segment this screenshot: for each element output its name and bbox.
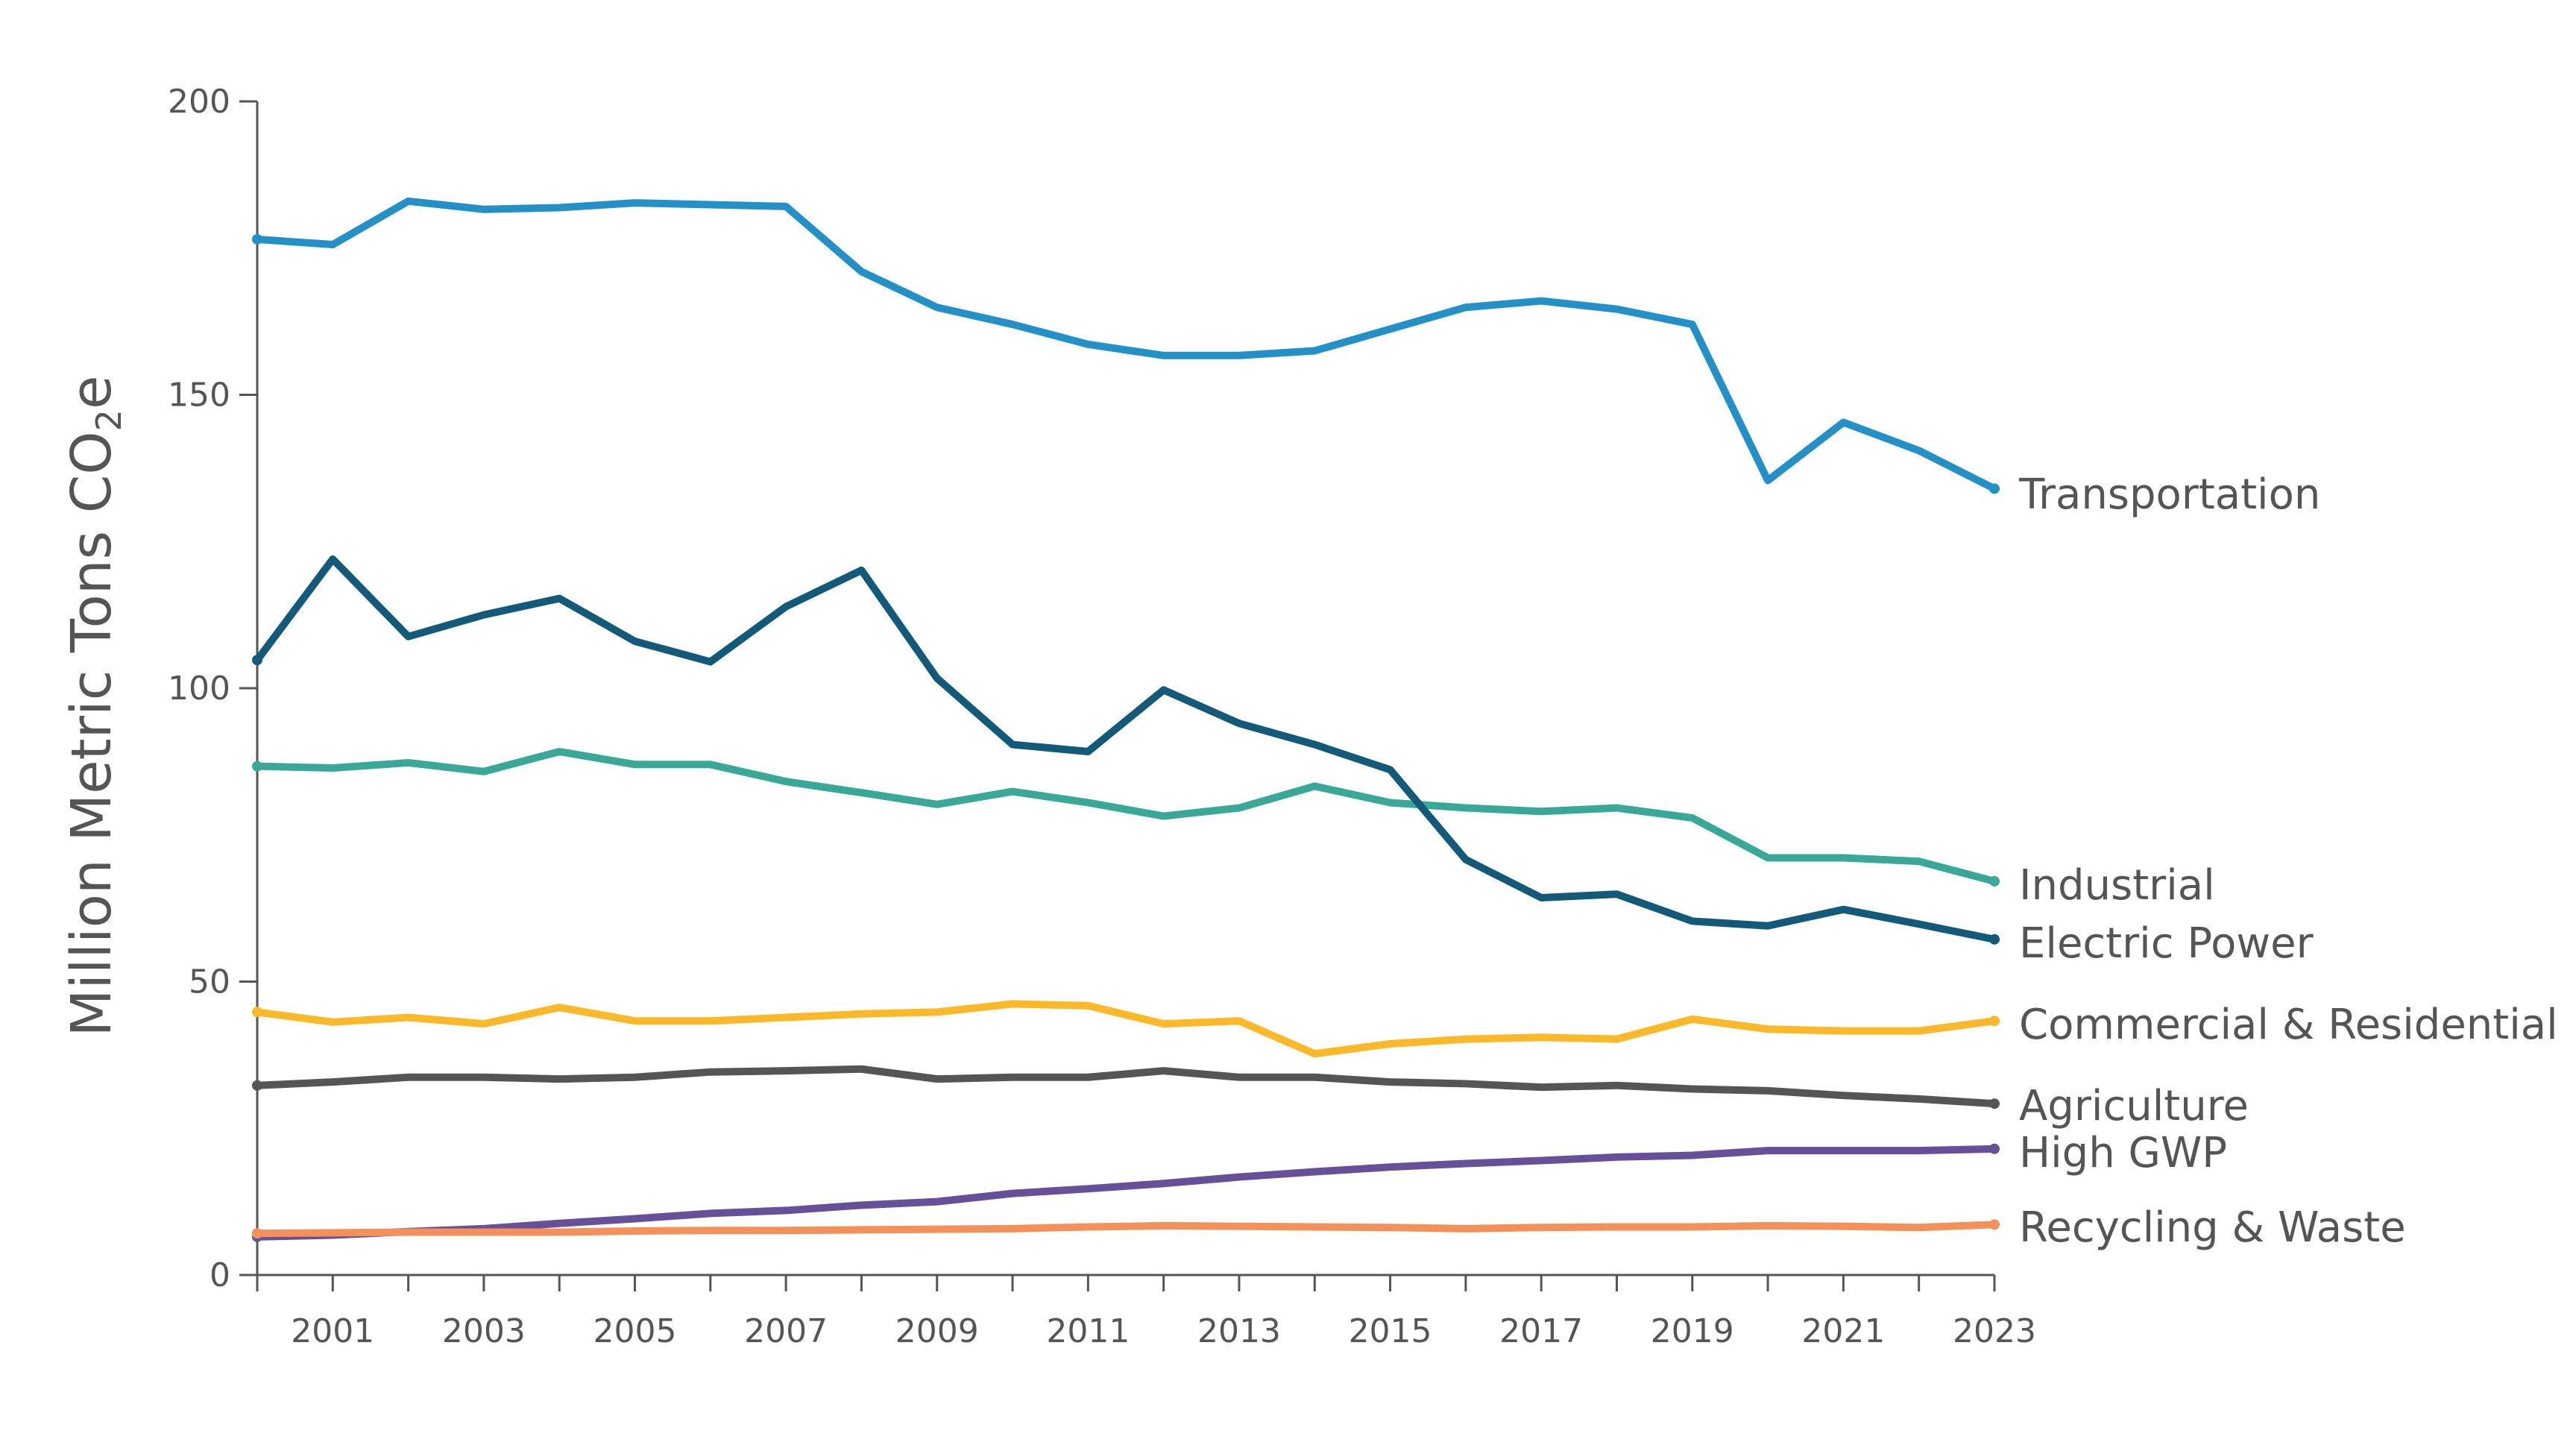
series-line-electric-power bbox=[253, 555, 1998, 943]
x-tick-label: 2019 bbox=[1651, 1312, 1734, 1350]
series-label-transportation: Transportation bbox=[2018, 470, 2320, 519]
series-end-marker-transportation bbox=[1989, 483, 2000, 494]
series-label-commercial-residential: Commercial & Residential bbox=[2019, 1001, 2558, 1049]
series-start-marker-recycling-waste bbox=[252, 1228, 262, 1239]
x-tick-label: 2005 bbox=[593, 1312, 677, 1350]
series-line-commercial-residential bbox=[253, 1000, 1998, 1058]
series-end-marker-commercial-residential bbox=[1989, 1016, 2000, 1027]
series-label-recycling-waste: Recycling & Waste bbox=[2019, 1203, 2406, 1252]
y-axis-title: Million Metric Tons CO2e bbox=[60, 376, 129, 1037]
series-label-electric-power: Electric Power bbox=[2019, 919, 2314, 968]
y-tick-label: 50 bbox=[189, 963, 230, 1001]
axes: 0 50 100 150 200 2001 2003 2005 2007 2009 2011 2013… bbox=[168, 83, 2036, 1350]
series-end-marker-electric-power bbox=[1989, 934, 2000, 945]
series-labels: Transportation Industrial Electric Power Co… bbox=[2018, 470, 2558, 1252]
series-start-marker-electric-power bbox=[252, 655, 262, 666]
series-lines bbox=[252, 197, 2000, 1242]
x-tick-label: 2013 bbox=[1197, 1312, 1281, 1350]
x-tick-label: 2001 bbox=[291, 1312, 374, 1350]
series-label-agriculture: Agriculture bbox=[2019, 1082, 2249, 1130]
x-tick-label: 2021 bbox=[1801, 1312, 1885, 1350]
y-tick-label: 0 bbox=[210, 1256, 230, 1294]
series-end-marker-recycling-waste bbox=[1989, 1219, 2000, 1230]
y-tick-label: 100 bbox=[168, 670, 230, 708]
x-tick-label: 2023 bbox=[1953, 1312, 2036, 1350]
series-start-marker-transportation bbox=[252, 233, 262, 245]
x-tick-label: 2015 bbox=[1349, 1312, 1432, 1350]
series-start-marker-industrial bbox=[252, 761, 262, 772]
x-tick-label: 2007 bbox=[744, 1312, 828, 1350]
series-line-recycling-waste bbox=[253, 1221, 1998, 1238]
series-start-marker-commercial-residential bbox=[252, 1007, 262, 1018]
series-line-high-gwp bbox=[253, 1145, 1998, 1241]
x-tick-label: 2017 bbox=[1499, 1312, 1583, 1350]
x-tick-label: 2003 bbox=[442, 1312, 526, 1350]
x-tick-label: 2011 bbox=[1046, 1312, 1130, 1350]
series-line-industrial bbox=[253, 747, 1998, 885]
series-label-high-gwp: High GWP bbox=[2019, 1129, 2227, 1177]
series-line-transportation bbox=[253, 197, 1998, 493]
y-tick-label: 200 bbox=[168, 83, 230, 121]
series-label-industrial: Industrial bbox=[2019, 861, 2215, 910]
series-end-marker-high-gwp bbox=[1989, 1143, 2000, 1154]
series-end-marker-agriculture bbox=[1989, 1098, 2000, 1109]
series-start-marker-agriculture bbox=[252, 1080, 262, 1091]
x-tick-label: 2009 bbox=[895, 1312, 979, 1350]
series-end-marker-industrial bbox=[1989, 875, 2000, 887]
y-tick-label: 150 bbox=[168, 377, 230, 415]
series-line-agriculture bbox=[253, 1065, 1998, 1108]
